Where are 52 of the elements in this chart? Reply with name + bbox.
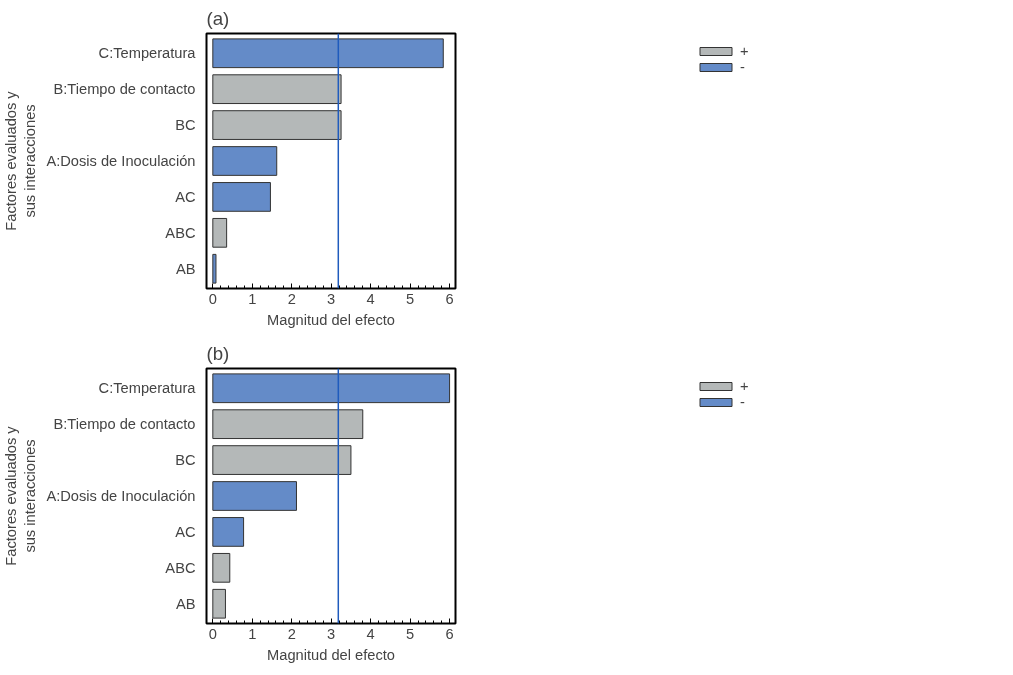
bar [212, 481, 297, 511]
legend-label: - [740, 394, 746, 410]
bar [212, 110, 342, 140]
bar [212, 182, 271, 212]
x-tick-label: 1 [248, 625, 257, 642]
x-tick-label: 3 [327, 290, 336, 307]
y-tick-label: C:Temperatura [98, 45, 197, 62]
x-tick-label: 6 [445, 290, 454, 307]
bar [212, 217, 228, 248]
bar [212, 146, 278, 176]
x-tick-label: 4 [366, 290, 375, 307]
y-tick-label: AB [175, 260, 196, 277]
y-tick-label: A:Dosis de Inoculación [46, 488, 196, 504]
y-tick-label: C:Temperatura [98, 380, 197, 397]
x-tick-label: 2 [287, 290, 296, 307]
legend-label: - [740, 59, 746, 75]
x-tick-label: 5 [406, 625, 415, 642]
chart-title: (a) [206, 7, 230, 29]
y-tick-label: A:Dosis de Inoculación [46, 153, 196, 169]
x-tick-label: 6 [445, 625, 454, 642]
y-tick-label: BC [175, 117, 196, 134]
legend-label: + [740, 378, 750, 394]
y-tick-label: BC [175, 452, 196, 469]
bar [212, 253, 217, 284]
x-tick-label: 0 [208, 290, 217, 307]
y-tick-label: AC [175, 188, 196, 205]
y-axis-title: Factores evaluados y sus interacciones [3, 90, 39, 231]
x-axis-title: Magnitud del efecto [267, 311, 395, 328]
y-tick-label: B:Tiempo de contacto [53, 81, 196, 98]
y-tick-label: B:Tiempo de contacto [53, 416, 196, 433]
bar [212, 38, 444, 69]
x-tick-label: 3 [327, 625, 336, 642]
x-tick-label: 2 [287, 625, 296, 642]
x-tick-label: 1 [248, 290, 257, 307]
y-tick-label: AC [175, 523, 196, 540]
bar [212, 445, 352, 475]
chart-title: (b) [206, 342, 230, 364]
y-tick-label: ABC [165, 224, 196, 241]
bar [212, 74, 342, 105]
y-tick-label: AB [175, 595, 196, 612]
x-axis-title: Magnitud del efecto [267, 646, 395, 663]
x-tick-label: 0 [208, 625, 217, 642]
bar [212, 588, 226, 619]
y-tick-label: ABC [165, 559, 196, 576]
bar [212, 373, 451, 404]
legend-label: + [740, 43, 750, 59]
bar [212, 517, 245, 547]
y-axis-title: Factores evaluados y sus interacciones [3, 425, 39, 566]
bar [212, 552, 231, 583]
bar [212, 409, 364, 440]
x-tick-label: 5 [406, 290, 415, 307]
x-tick-label: 4 [366, 625, 375, 642]
